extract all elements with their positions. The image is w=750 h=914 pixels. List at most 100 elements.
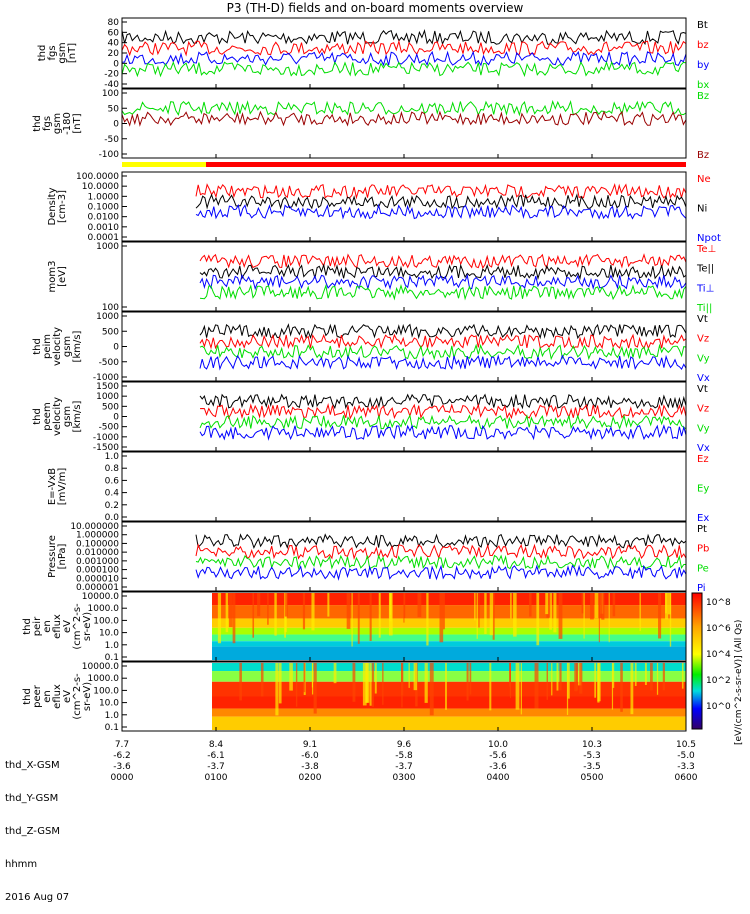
spectrogram-streak: [489, 663, 492, 711]
spectrogram-streak: [275, 663, 279, 716]
y-tick-label: 1.0000: [88, 192, 120, 202]
ylabel-part: eflux: [52, 614, 63, 639]
y-tick-label: 0: [113, 413, 119, 423]
spectrogram-streak: [492, 593, 495, 640]
legend-label: Ey: [697, 484, 709, 495]
spectrogram-streak: [424, 663, 428, 703]
legend-label: Ni: [697, 204, 707, 215]
ylabel-part: [nPa]: [57, 543, 68, 569]
y-tick-label: -500: [99, 423, 120, 433]
spectrogram-streak: [225, 593, 229, 633]
xaxis-tick-label: -3.7: [395, 762, 413, 772]
legend-label: Pb: [697, 544, 709, 555]
spectrogram-streak: [656, 663, 659, 695]
ylabel-part: gsm: [62, 336, 73, 357]
series-line-Te||: [199, 263, 687, 281]
y-tick-label: 0.8: [105, 464, 120, 474]
spectrogram-streak: [566, 663, 569, 715]
spectrogram-streak: [445, 663, 447, 710]
spectrogram-streak: [510, 593, 512, 619]
y-tick-label: 0: [113, 343, 119, 353]
series-line-Vx: [199, 354, 687, 371]
ylabel-part: [nT]: [67, 43, 78, 63]
ylabel-part: eflux: [52, 684, 63, 709]
spectrogram-streak: [311, 663, 314, 695]
xaxis-tick-label: 9.6: [397, 740, 412, 750]
series-line-Vz: [199, 403, 687, 420]
y-tick-label: 0: [113, 120, 119, 130]
spectrogram-streak: [333, 663, 337, 684]
ylabel-part: thd: [22, 688, 33, 705]
y-tick-label: 1000.0: [88, 674, 120, 684]
spectrogram-streak: [612, 593, 616, 617]
xaxis-tick-label: -3.6: [489, 762, 507, 772]
y-tick-label: -40: [104, 80, 119, 90]
xaxis-tick-label: -3.7: [207, 762, 225, 772]
y-tick-label: 0.4: [105, 489, 120, 499]
series-line-bx: [121, 60, 687, 78]
xaxis-tick-label: 0400: [487, 773, 510, 783]
spectrogram-streak: [478, 593, 480, 628]
xaxis-tick-label: 0300: [393, 773, 416, 783]
y-tick-label: 0.010000: [76, 548, 119, 558]
ylabel-part: gsm: [57, 42, 68, 63]
legend-label: Vx: [697, 443, 710, 454]
spectrogram-streak: [579, 663, 583, 694]
xaxis-tick-label: 0000: [111, 773, 134, 783]
xaxis-tick-label: -6.1: [207, 751, 225, 761]
xaxis-row-labels: thd_X-GSM thd_Y-GSM thd_Z-GSM hhmm 2016 …: [5, 738, 69, 914]
spectrogram-streak: [408, 663, 410, 688]
xaxis-tick-label: -5.6: [489, 751, 507, 761]
spectrogram-streak: [662, 663, 665, 691]
y-tick-label: 100: [102, 89, 119, 99]
y-tick-label: 1000: [96, 392, 119, 402]
xaxis-tick-label: 10.3: [582, 740, 602, 750]
y-tick-label: 0.000001: [76, 583, 119, 593]
series-line-Pe: [195, 553, 686, 571]
xaxis-tick-label: -6.2: [113, 751, 131, 761]
spectrogram-streak: [601, 593, 605, 620]
panel-efield: E=-VxB [mV/m] 1.0 0.8 0.6 0.4 0.2 0.0 Ez Ey Ex: [47, 451, 709, 524]
spectrogram-streak: [426, 593, 429, 646]
spectrogram-streak: [217, 593, 222, 644]
xaxis-tick-label: -3.3: [677, 762, 695, 772]
spectrogram-streak: [681, 663, 684, 689]
xaxis-tick-label: -5.8: [395, 751, 413, 761]
legend-label: Pt: [697, 524, 707, 535]
spectrogram-streak: [229, 593, 233, 628]
ylabel-part: thd: [32, 338, 43, 355]
y-tick-label: -500: [99, 358, 120, 368]
y-tick-label: 50: [108, 104, 120, 114]
series-line-Bt: [121, 28, 687, 46]
y-tick-label: 0.1: [105, 653, 119, 663]
xaxis-tick-label: -3.8: [301, 762, 319, 772]
spectrogram-streak: [567, 663, 570, 699]
spectrogram-streak: [267, 593, 269, 625]
y-tick-label: 40: [108, 39, 120, 49]
spectrogram-streak: [311, 593, 315, 631]
ylabel-part: en: [42, 620, 53, 633]
ylabel-part: thd: [32, 408, 43, 425]
legend-label: bz: [697, 40, 709, 51]
legend-label: Vt: [697, 314, 708, 325]
spectrogram-streak: [598, 593, 602, 619]
colorbar-tick-label: 10^8: [706, 598, 731, 608]
ylabel-part: peer: [32, 684, 43, 708]
xaxis-tick-label: -6.0: [301, 751, 319, 761]
ylabel-part: eV: [62, 690, 73, 703]
spectrogram-streak: [608, 593, 610, 643]
y-tick-label: 0.1: [105, 723, 119, 733]
y-tick-label: 1.0: [105, 711, 120, 721]
series-line-Bz: [121, 110, 687, 127]
spectrogram-streak: [665, 593, 669, 620]
spectrogram-band: [212, 618, 686, 628]
spectrogram-streak: [252, 593, 255, 638]
spectrogram-streak: [284, 593, 288, 617]
spectrogram-band: [212, 605, 686, 619]
xaxis-tick-label: -3.5: [583, 762, 601, 772]
spectrogram-streak: [232, 593, 236, 644]
y-tick-label: 0.100000: [76, 539, 119, 549]
legend-label: Npot: [697, 233, 721, 244]
spectrogram-streak: [650, 663, 653, 691]
spectrogram-streak: [598, 593, 600, 643]
